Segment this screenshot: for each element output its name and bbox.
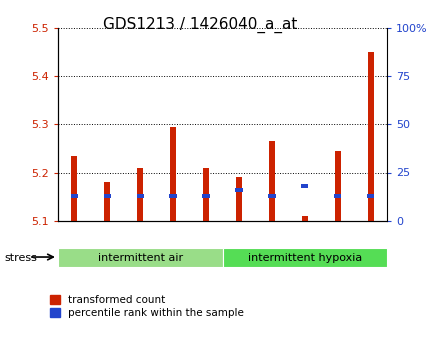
- Bar: [302, 216, 308, 221]
- Bar: [170, 127, 176, 221]
- Text: intermittent hypoxia: intermittent hypoxia: [248, 253, 362, 263]
- Bar: [71, 156, 77, 221]
- Bar: [137, 194, 144, 198]
- Bar: [236, 177, 242, 221]
- Bar: [71, 194, 78, 198]
- Bar: [367, 194, 374, 198]
- Bar: [368, 52, 374, 221]
- Bar: [170, 194, 177, 198]
- Bar: [104, 194, 111, 198]
- Bar: [301, 184, 308, 188]
- Bar: [268, 194, 275, 198]
- Bar: [137, 168, 143, 221]
- Bar: [202, 194, 210, 198]
- Text: intermittent air: intermittent air: [97, 253, 183, 263]
- Bar: [58, 248, 222, 267]
- Legend: transformed count, percentile rank within the sample: transformed count, percentile rank withi…: [50, 295, 244, 318]
- Bar: [334, 194, 341, 198]
- Text: GDS1213 / 1426040_a_at: GDS1213 / 1426040_a_at: [103, 17, 297, 33]
- Text: stress: stress: [4, 253, 37, 263]
- Bar: [235, 188, 243, 192]
- Bar: [269, 141, 275, 221]
- Bar: [222, 248, 387, 267]
- Bar: [335, 151, 341, 221]
- Bar: [203, 168, 209, 221]
- Bar: [104, 182, 110, 221]
